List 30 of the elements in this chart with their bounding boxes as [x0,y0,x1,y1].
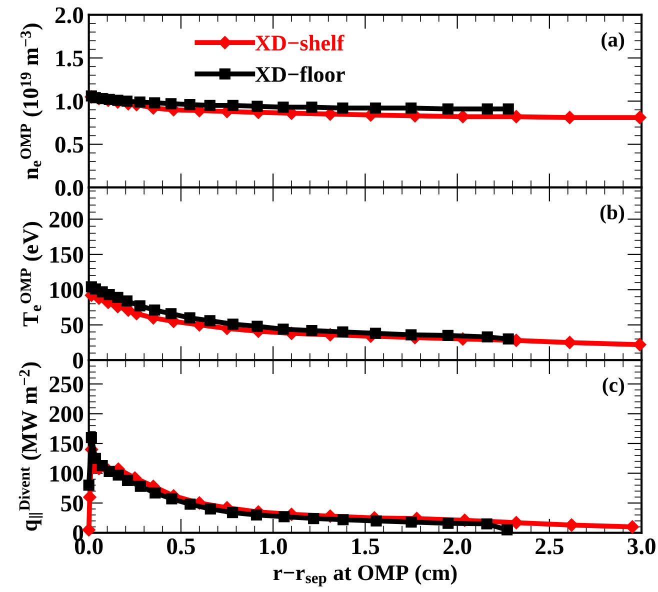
y-tick-label: 0 [73,352,84,369]
y-tick-label: 200 [50,406,84,422]
y-axis-title: T$_{e}$$^{OMP}$ (eV) [20,222,43,326]
y-axis-title: q$_{∥}$$^{Divent}$ (MW m$^{−2}$) [18,362,43,531]
x-tick-label: 3.0 [628,538,656,554]
y-tick-label: 50 [61,496,84,512]
x-tick-label: 1.5 [352,538,380,554]
y-tick-label: 50 [61,317,84,334]
annotation: (b) [600,204,624,224]
annotation: (c) [602,377,624,396]
y-tick-label: 0.0 [55,180,84,196]
y-tick-label: 150 [50,246,84,263]
annotation: (a) [602,32,624,51]
y-tick-label: 200 [50,212,84,228]
y-tick-label: 100 [50,282,84,298]
x-tick-label: 0.5 [167,538,195,554]
y-tick-label: 100 [50,466,84,482]
x-axis-title: r−r$_{sep}$ at OMP (cm) [273,564,457,586]
legend-label: XD−shelf [255,34,344,51]
y-tick-label: 0.5 [55,136,84,153]
y-tick-label: 1.0 [56,94,84,110]
x-tick-label: 2.5 [536,538,564,554]
x-tick-label: 2.0 [444,538,472,554]
y-tick-label: 1.5 [56,50,84,66]
y-tick-label: 250 [50,376,84,392]
y-axis-title: n$_{e}$$^{OMP}$ (10$^{19}$ m$^{−3}$) [20,24,43,180]
legend-label: XD−floor [255,66,345,82]
y-tick-label: 2.0 [55,7,84,24]
y-tick-label: 150 [50,436,84,452]
x-tick-label: 1.0 [260,538,287,554]
